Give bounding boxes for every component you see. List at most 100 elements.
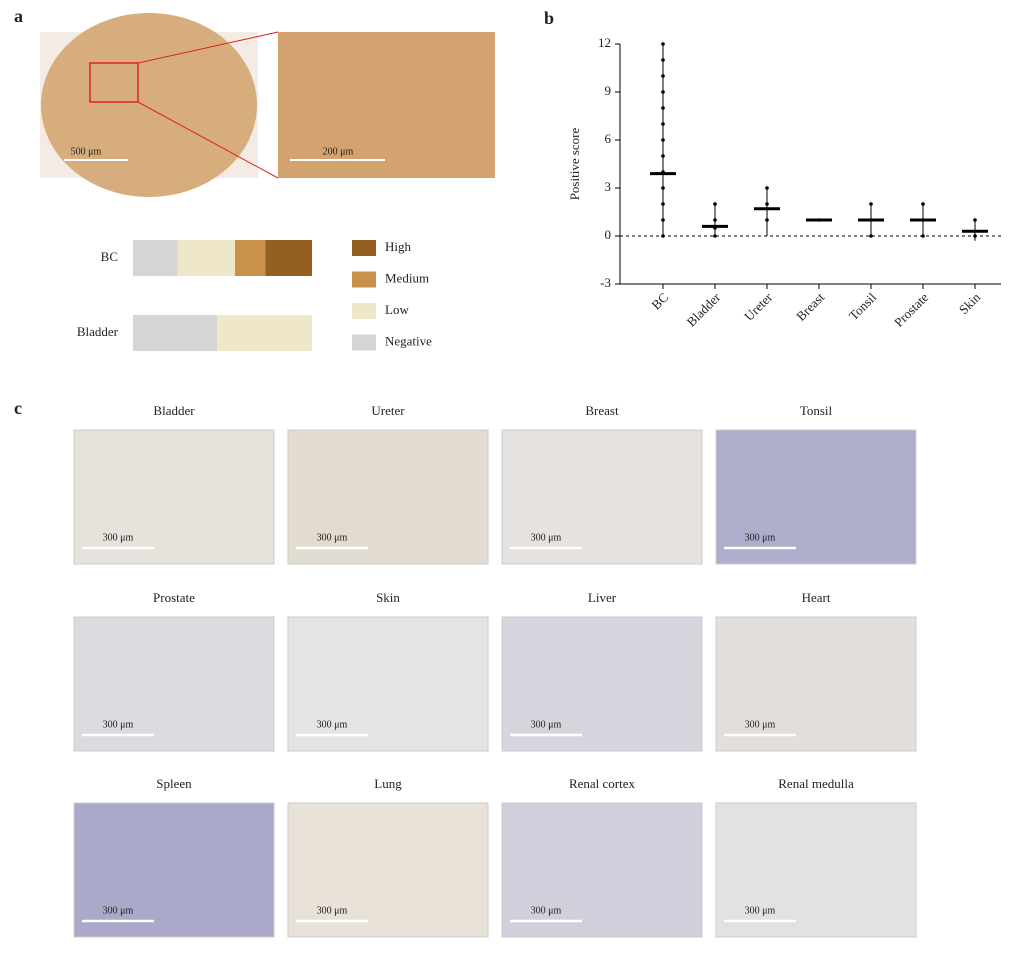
- tissue-zoom-image: [278, 32, 495, 178]
- data-point: [661, 202, 665, 206]
- scale-bar-label: 300 μm: [103, 719, 134, 730]
- tissue-image: [287, 802, 489, 938]
- legend-label: High: [385, 239, 412, 254]
- y-tick-label: 6: [605, 131, 612, 146]
- scale-bar-label: 300 μm: [317, 905, 348, 916]
- data-point: [713, 202, 717, 206]
- tissue-image: [715, 616, 917, 752]
- legend-swatch: [352, 271, 376, 288]
- tile-title: Skin: [376, 590, 400, 605]
- data-point: [869, 202, 873, 206]
- data-point: [661, 154, 665, 158]
- row-label: Bladder: [77, 324, 119, 339]
- y-tick-label: 9: [605, 83, 612, 98]
- panel-label: b: [544, 8, 554, 28]
- data-point: [869, 234, 873, 238]
- panel-label: c: [14, 398, 22, 418]
- scale-bar-label: 300 μm: [745, 532, 776, 543]
- tile-title: Breast: [585, 403, 619, 418]
- tile-title: Tonsil: [800, 403, 833, 418]
- data-point: [661, 122, 665, 126]
- data-point: [973, 234, 977, 238]
- tissue-image: [287, 429, 489, 565]
- x-tick-label: Bladder: [684, 289, 724, 329]
- tissue-image: [715, 429, 917, 565]
- data-point: [661, 234, 665, 238]
- scale-bar-label: 300 μm: [103, 532, 134, 543]
- scale-bar-label: 300 μm: [317, 719, 348, 730]
- scale-bar-label: 300 μm: [745, 719, 776, 730]
- data-point: [765, 186, 769, 190]
- tile-title: Renal cortex: [569, 776, 636, 791]
- data-point: [661, 218, 665, 222]
- scale-bar-label: 300 μm: [531, 905, 562, 916]
- bar-segment: [217, 315, 312, 351]
- tissue-image: [501, 616, 703, 752]
- tile-title: Bladder: [153, 403, 195, 418]
- data-point: [661, 58, 665, 62]
- scale-bar-label: 300 μm: [745, 905, 776, 916]
- tile-title: Prostate: [153, 590, 195, 605]
- y-axis-title: Positive score: [567, 127, 582, 200]
- scale-bar-label: 500 μm: [71, 146, 102, 157]
- data-point: [661, 106, 665, 110]
- data-point: [921, 234, 925, 238]
- panel-label: a: [14, 6, 23, 26]
- data-point: [661, 74, 665, 78]
- tile-title: Renal medulla: [778, 776, 854, 791]
- y-tick-label: 3: [605, 179, 612, 194]
- data-point: [661, 90, 665, 94]
- data-point: [765, 218, 769, 222]
- row-label: BC: [101, 249, 118, 264]
- x-tick-label: Prostate: [891, 289, 931, 329]
- x-tick-label: Skin: [956, 289, 984, 317]
- legend-swatch: [352, 303, 376, 319]
- tile-title: Heart: [802, 590, 831, 605]
- tissue-image: [501, 429, 703, 565]
- zoom-box: [89, 62, 139, 103]
- scale-bar-label: 300 μm: [317, 532, 348, 543]
- legend-swatch: [352, 240, 376, 256]
- zoom-line: [137, 101, 279, 179]
- data-point: [713, 234, 717, 238]
- tissue-core: [41, 13, 257, 197]
- legend-label: Low: [385, 302, 409, 317]
- tissue-image: [715, 802, 917, 938]
- data-point: [661, 186, 665, 190]
- x-tick-label: BC: [648, 290, 671, 313]
- bar-segment: [133, 315, 218, 351]
- x-tick-label: Breast: [793, 289, 827, 323]
- scale-bar-label: 300 μm: [531, 532, 562, 543]
- scale-bar-label: 300 μm: [531, 719, 562, 730]
- tissue-image: [501, 802, 703, 938]
- data-point: [661, 138, 665, 142]
- tile-title: Liver: [588, 590, 617, 605]
- data-point: [765, 202, 769, 206]
- tile-title: Ureter: [371, 403, 405, 418]
- tissue-image: [73, 616, 275, 752]
- tissue-image: [73, 429, 275, 565]
- bar-segment: [133, 240, 178, 276]
- data-point: [921, 202, 925, 206]
- x-tick-label: Ureter: [741, 289, 776, 324]
- tile-title: Lung: [374, 776, 402, 791]
- bar-segment: [265, 240, 312, 276]
- bar-segment: [177, 240, 236, 276]
- data-point: [713, 218, 717, 222]
- legend-label: Medium: [385, 270, 429, 285]
- data-point: [661, 42, 665, 46]
- x-tick-label: Tonsil: [846, 289, 880, 323]
- y-tick-label: 0: [605, 227, 612, 242]
- legend-swatch: [352, 334, 376, 351]
- y-tick-label: 12: [598, 35, 611, 50]
- legend-label: Negative: [385, 333, 432, 348]
- tile-title: Spleen: [156, 776, 192, 791]
- tissue-image: [73, 802, 275, 938]
- scale-bar-label: 300 μm: [103, 905, 134, 916]
- bar-segment: [235, 240, 266, 276]
- tissue-image: [287, 616, 489, 752]
- scale-bar-label: 200 μm: [323, 146, 354, 157]
- y-tick-label: -3: [600, 275, 611, 290]
